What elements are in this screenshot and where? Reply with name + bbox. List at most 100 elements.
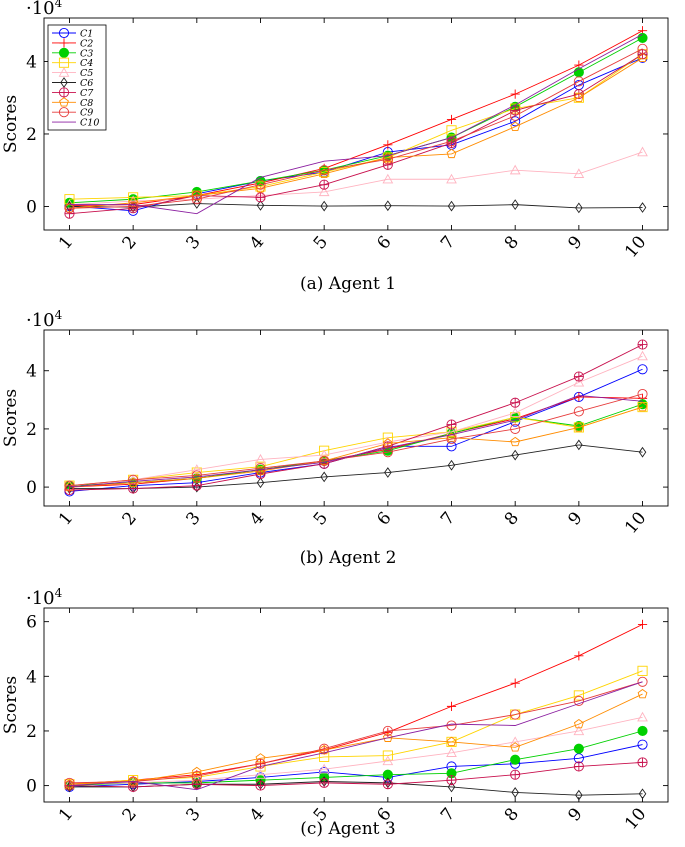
data-point-C3: [573, 743, 584, 754]
legend-label-C6: C6: [80, 78, 93, 89]
data-point-C8: [510, 742, 521, 752]
subplot-caption: (a) Agent 1: [300, 274, 396, 294]
series-line-C3: [69, 37, 643, 204]
x-tick-label: 2: [119, 508, 141, 529]
data-point-C5: [637, 146, 648, 157]
data-point-C8: [573, 422, 584, 432]
x-tick-label: 1: [55, 508, 77, 529]
data-point-C6: [575, 439, 583, 451]
data-point-C4: [446, 125, 457, 136]
data-point-C7: [573, 89, 584, 100]
series-line-C5: [69, 151, 643, 206]
series-line-C9: [69, 393, 643, 487]
data-point-C7: [446, 775, 457, 786]
data-point-C5: [509, 407, 521, 418]
legend-label-C10: C10: [80, 118, 99, 129]
y-multiplier: ·104: [26, 308, 63, 331]
data-point-C9: [255, 179, 266, 190]
data-point-C5: [509, 164, 521, 175]
legend-marker-C6: [60, 77, 68, 88]
data-point-C2: [637, 619, 648, 629]
series-line-C7: [69, 53, 643, 215]
x-tick-label: 9: [564, 508, 586, 529]
y-tick-label: 2: [26, 125, 37, 145]
legend-label-C4: C4: [80, 58, 93, 69]
series-line-C1: [69, 744, 643, 788]
data-point-C6: [511, 787, 519, 798]
data-point-C9: [128, 201, 139, 212]
data-point-C7: [446, 419, 457, 430]
legend-marker-C7: [58, 87, 70, 98]
series-C4: [64, 665, 648, 790]
data-point-C6: [256, 199, 265, 211]
data-point-C1: [637, 364, 648, 375]
data-point-C9: [191, 770, 202, 782]
series-line-C4: [69, 670, 643, 785]
data-point-C9: [128, 474, 139, 485]
y-multiplier: ·104: [26, 0, 63, 19]
x-tick-label: 3: [182, 508, 204, 529]
data-point-C2: [574, 651, 584, 661]
data-point-C8: [319, 455, 330, 466]
data-point-C8: [573, 718, 584, 729]
data-point-C8: [255, 183, 266, 193]
data-point-C9: [573, 76, 584, 87]
data-point-C6: [447, 200, 456, 212]
legend-label-C3: C3: [80, 48, 93, 59]
data-point-C2: [383, 140, 393, 150]
series-line-C1: [69, 368, 643, 492]
y-axis-label: Scores: [1, 95, 21, 153]
data-point-C9: [573, 406, 584, 417]
data-point-C2: [446, 114, 457, 125]
data-point-C5: [382, 173, 394, 184]
data-point-C5: [446, 426, 457, 436]
data-point-C6: [638, 788, 647, 800]
data-point-C8: [510, 121, 521, 131]
legend-marker-C3: [58, 47, 70, 58]
data-point-C8: [637, 688, 648, 699]
data-point-C8: [446, 148, 457, 159]
series-C6: [65, 776, 647, 801]
series-line-C10: [69, 681, 643, 791]
legend-marker-C8: [59, 97, 69, 107]
plot-frame: [43, 17, 669, 231]
y-tick-label: 4: [26, 362, 37, 382]
data-point-C4: [573, 690, 584, 701]
data-point-C4: [637, 665, 648, 676]
y-tick-label: 6: [26, 613, 37, 633]
data-point-C5: [637, 350, 648, 361]
y-tick-label: 4: [26, 52, 37, 72]
data-point-C6: [384, 467, 392, 478]
series-C9: [64, 676, 648, 788]
y-axis-label: Scores: [1, 389, 21, 447]
y-multiplier: ·104: [26, 586, 63, 609]
series-line-C10: [69, 33, 643, 215]
series-C7: [64, 49, 648, 219]
data-point-C9: [319, 165, 330, 176]
subplot-caption: (b) Agent 2: [300, 548, 397, 568]
data-point-C9: [255, 758, 266, 769]
plot-frame: [43, 607, 669, 803]
series-C9: [64, 43, 648, 214]
y-tick-label: 4: [26, 667, 37, 687]
x-tick-label: 8: [501, 508, 523, 529]
data-point-C5: [573, 376, 585, 387]
x-tick-label: 9: [564, 804, 586, 825]
series-line-C5: [69, 355, 643, 487]
series-line-C4: [69, 53, 643, 200]
legend-label-C7: C7: [80, 88, 94, 99]
data-point-C8: [382, 152, 393, 162]
data-point-C8: [510, 436, 521, 447]
data-point-C7: [64, 208, 75, 219]
x-tick-label: 7: [437, 508, 459, 529]
data-point-C9: [637, 388, 648, 400]
data-point-C7: [255, 192, 266, 203]
series-line-C8: [69, 406, 643, 488]
data-point-C5: [446, 173, 457, 184]
series-C8: [64, 52, 648, 213]
legend-label-C5: C5: [80, 68, 93, 79]
x-tick-label: 9: [564, 232, 586, 253]
x-tick-label: 7: [437, 804, 459, 825]
data-point-C9: [64, 777, 75, 788]
